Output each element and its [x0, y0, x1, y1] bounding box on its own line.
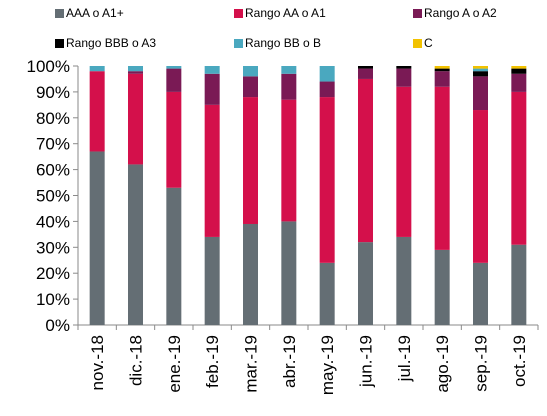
legend-item-c: C [413, 36, 433, 50]
legend-swatch-bbb [55, 38, 64, 48]
x-tick-label: ago.-19 [433, 335, 452, 393]
bar-segment-1 [128, 73, 143, 165]
x-tick-label: jun.-19 [357, 335, 376, 388]
legend-item-bb: Rango BB o B [234, 36, 321, 50]
legend-label-c: C [424, 36, 433, 50]
bar-segment-2 [473, 76, 488, 111]
bar-segment-1 [511, 91, 527, 245]
bar-segment-2 [243, 76, 258, 98]
bar-segment-2 [319, 81, 335, 98]
bar-segment-0 [89, 151, 105, 325]
bar-segment-1 [166, 91, 182, 188]
bar-segment-4 [319, 66, 335, 82]
bar-segment-4 [89, 66, 105, 72]
bar-segment-0 [166, 187, 182, 325]
bar-segment-4 [243, 66, 258, 77]
bar-segment-4 [281, 66, 297, 74]
bar-segment-2 [166, 68, 182, 92]
legend-label-aa: Rango AA o A1 [245, 6, 326, 20]
bar-segment-3 [473, 71, 488, 77]
y-tick-label: 20% [36, 264, 70, 283]
x-tick-label: may.-19 [318, 335, 337, 395]
x-tick-label: nov.-18 [88, 335, 107, 390]
y-tick-label: 70% [36, 135, 70, 154]
legend-item-aa: Rango AA o A1 [234, 6, 326, 20]
y-tick-label: 0% [45, 316, 70, 335]
bar-segment-0 [434, 249, 450, 325]
bar-segment-1 [281, 99, 297, 222]
x-tick-label: sep.-19 [472, 335, 491, 392]
x-tick-label: abr.-19 [280, 335, 299, 388]
y-tick-label: 80% [36, 109, 70, 128]
bar-segment-0 [204, 236, 220, 325]
bar-segment-0 [243, 223, 258, 325]
y-tick-label: 60% [36, 161, 70, 180]
y-tick-label: 10% [36, 290, 70, 309]
legend-swatch-bb [234, 38, 243, 48]
bar-segment-1 [89, 71, 105, 152]
bar-segment-2 [358, 68, 373, 79]
x-tick-label: mar.-19 [242, 335, 261, 393]
bar-segment-5 [511, 66, 527, 69]
bar-segment-3 [358, 66, 373, 69]
bar-segment-0 [396, 236, 412, 325]
legend-label-bb: Rango BB o B [245, 36, 322, 50]
bar-segment-4 [204, 66, 220, 74]
y-tick-label: 40% [36, 212, 70, 231]
bar-segment-2 [128, 71, 143, 74]
x-tick-label: ene.-19 [165, 335, 184, 393]
legend-label-aaa: AAA o A1+ [66, 6, 124, 20]
bar-segment-0 [473, 262, 488, 325]
x-tick-label: feb.-19 [203, 335, 222, 388]
legend-swatch-aa [234, 8, 243, 18]
bar-segment-3 [511, 68, 527, 74]
bar-segment-1 [204, 104, 220, 237]
bar-segment-2 [434, 71, 450, 87]
bar-segment-4 [473, 68, 488, 72]
bar-segment-1 [358, 78, 373, 243]
bar-segment-5 [473, 66, 488, 69]
bar-segment-2 [396, 68, 412, 87]
bar-segment-1 [243, 97, 258, 224]
y-tick-label: 30% [36, 238, 70, 257]
bar-segment-1 [396, 86, 412, 237]
x-tick-label: oct.-19 [510, 335, 529, 387]
y-tick-label: 50% [36, 187, 70, 206]
bar-segment-1 [319, 97, 335, 263]
bar-segment-5 [434, 66, 450, 69]
bar-segment-3 [396, 66, 412, 69]
legend-label-a: Rango A o A2 [424, 6, 497, 20]
bar-segment-4 [166, 66, 182, 69]
bar-segment-2 [511, 73, 527, 92]
bar-segment-2 [204, 73, 220, 105]
bar-segment-1 [473, 110, 488, 263]
bar-segment-0 [358, 242, 373, 325]
bar-segment-0 [128, 164, 143, 325]
legend-item-bbb: Rango BBB o A3 [55, 36, 156, 50]
y-tick-label: 90% [36, 83, 70, 102]
bar-segment-0 [281, 221, 297, 325]
bar-segment-1 [434, 86, 450, 250]
x-tick-label: dic.-18 [127, 335, 146, 386]
x-tick-label: jul.-19 [395, 335, 414, 382]
bar-segment-0 [319, 262, 335, 325]
bar-segment-0 [511, 244, 527, 325]
legend-swatch-a [413, 8, 422, 18]
bar-segment-2 [281, 73, 297, 100]
legend-swatch-c [413, 38, 422, 48]
legend-item-aaa: AAA o A1+ [55, 6, 124, 20]
bar-segment-3 [434, 68, 450, 72]
legend-item-a: Rango A o A2 [413, 6, 497, 20]
legend-label-bbb: Rango BBB o A3 [66, 36, 157, 50]
legend-swatch-aaa [55, 8, 64, 18]
y-tick-label: 100% [27, 57, 70, 76]
bar-segment-4 [128, 66, 143, 72]
